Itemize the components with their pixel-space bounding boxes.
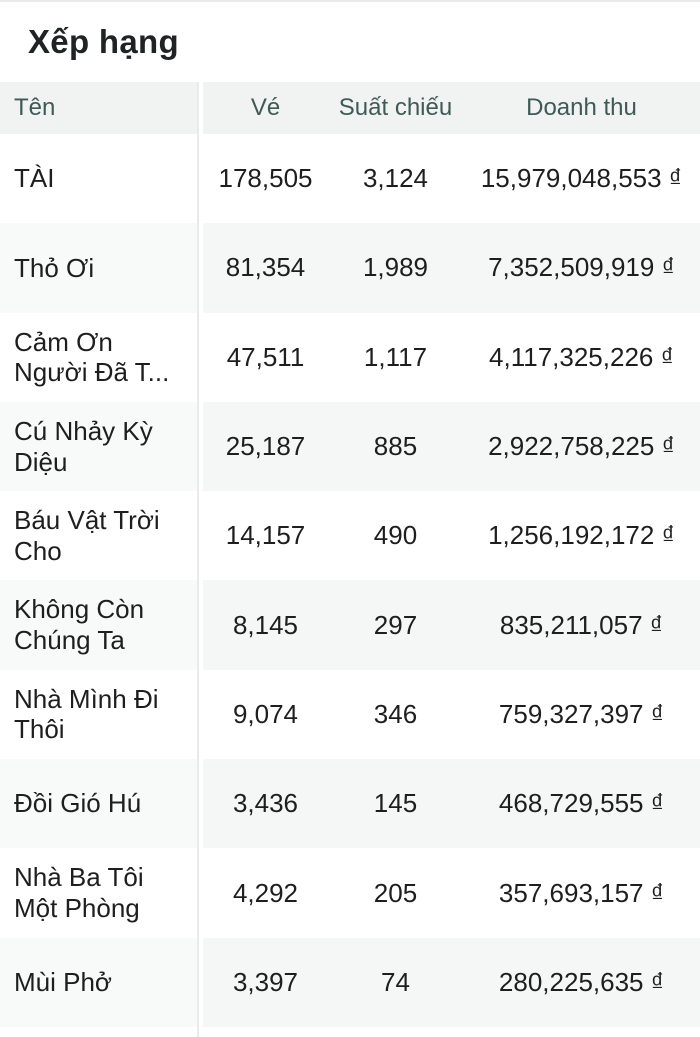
revenue-value: 1,256,192,172 ₫ bbox=[488, 520, 675, 551]
row-right-group: 8,145 297 835,211,057 ₫ bbox=[203, 580, 700, 670]
revenue-value: 835,211,057 ₫ bbox=[499, 609, 664, 640]
column-header-screenings: Suất chiếu bbox=[328, 82, 463, 134]
revenue-value: 280,225,635 ₫ bbox=[498, 966, 665, 997]
row-right-group: 3,397 74 280,225,635 ₫ bbox=[203, 937, 700, 1027]
table-body: TÀI 178,505 3,124 15,979,048,553 ₫ Thỏ Ơ… bbox=[0, 134, 700, 1027]
row-right-group: 3,436 145 468,729,555 ₫ bbox=[203, 759, 700, 849]
ranking-table: Tên Vé Suất chiếu Doanh thu TÀI 178,505 … bbox=[0, 82, 700, 1037]
tickets-value: 8,145 bbox=[232, 609, 299, 640]
screenings-value: 145 bbox=[373, 788, 418, 819]
screenings-value: 1,117 bbox=[363, 341, 428, 372]
movie-name: Không Còn Chúng Ta bbox=[0, 580, 197, 670]
movie-name: Cảm Ơn Người Đã T... bbox=[0, 312, 197, 402]
row-right-group: 81,354 1,989 7,352,509,919 ₫ bbox=[203, 223, 700, 313]
screenings-value: 297 bbox=[373, 609, 418, 640]
page-title: Xếp hạng bbox=[28, 23, 179, 60]
movie-name: Mùi Phở bbox=[0, 937, 197, 1027]
tickets-value: 178,505 bbox=[218, 163, 313, 194]
screenings-value: 74 bbox=[381, 966, 410, 997]
revenue-value: 15,979,048,553 ₫ bbox=[480, 163, 683, 194]
table-row[interactable]: Thỏ Ơi 81,354 1,989 7,352,509,919 ₫ bbox=[0, 223, 700, 313]
table-row[interactable]: Không Còn Chúng Ta 8,145 297 835,211,057… bbox=[0, 580, 700, 670]
table-row[interactable]: Cú Nhảy Kỳ Diệu 25,187 885 2,922,758,225… bbox=[0, 401, 700, 492]
row-right-group: 178,505 3,124 15,979,048,553 ₫ bbox=[203, 134, 700, 224]
screenings-value: 3,124 bbox=[362, 163, 429, 194]
table-row[interactable]: TÀI 178,505 3,124 15,979,048,553 ₫ bbox=[0, 134, 700, 224]
row-right-group: 47,511 1,117 4,117,325,226 ₫ bbox=[203, 312, 700, 402]
table-row[interactable]: Nhà Mình Đi Thôi 9,074 346 759,327,397 ₫ bbox=[0, 669, 700, 760]
screenings-value: 885 bbox=[373, 431, 418, 462]
tickets-value: 81,354 bbox=[225, 252, 306, 283]
movie-name: Báu Vật Trời Cho bbox=[0, 491, 197, 581]
table-row[interactable]: Cảm Ơn Người Đã T... 47,511 1,117 4,117,… bbox=[0, 312, 700, 402]
column-header-revenue: Doanh thu bbox=[463, 82, 700, 134]
table-row[interactable]: Nhà Ba Tôi Một Phòng 4,292 205 357,693,1… bbox=[0, 848, 700, 938]
screenings-value: 1,989 bbox=[362, 252, 429, 283]
movie-name: Thỏ Ơi bbox=[0, 223, 197, 313]
title-bar: Xếp hạng bbox=[0, 2, 700, 82]
tickets-value: 47,511 bbox=[226, 341, 305, 372]
movie-name: Đồi Gió Hú bbox=[0, 759, 197, 849]
tickets-value: 25,187 bbox=[225, 431, 306, 462]
screenings-value: 205 bbox=[373, 877, 418, 908]
tickets-value: 14,157 bbox=[225, 520, 306, 551]
row-right-group: 14,157 490 1,256,192,172 ₫ bbox=[203, 491, 700, 581]
tickets-value: 3,436 bbox=[232, 788, 299, 819]
revenue-value: 2,922,758,225 ₫ bbox=[488, 431, 675, 462]
revenue-value: 468,729,555 ₫ bbox=[498, 788, 665, 819]
table-row[interactable]: Mùi Phở 3,397 74 280,225,635 ₫ bbox=[0, 937, 700, 1027]
revenue-value: 4,117,325,226 ₫ bbox=[489, 341, 674, 372]
tickets-value: 4,292 bbox=[232, 877, 299, 908]
column-header-tickets: Vé bbox=[203, 82, 328, 134]
screenings-value: 346 bbox=[373, 698, 418, 729]
movie-name: Nhà Mình Đi Thôi bbox=[0, 669, 197, 760]
revenue-value: 759,327,397 ₫ bbox=[498, 698, 665, 729]
screenings-value: 490 bbox=[373, 520, 418, 551]
movie-name: Cú Nhảy Kỳ Diệu bbox=[0, 401, 197, 492]
row-right-group: 4,292 205 357,693,157 ₫ bbox=[203, 848, 700, 938]
column-header-name: Tên bbox=[0, 82, 197, 134]
table-row[interactable]: Đồi Gió Hú 3,436 145 468,729,555 ₫ bbox=[0, 759, 700, 849]
row-right-group: 25,187 885 2,922,758,225 ₫ bbox=[203, 401, 700, 492]
revenue-value: 7,352,509,919 ₫ bbox=[488, 252, 675, 283]
row-right-group: 9,074 346 759,327,397 ₫ bbox=[203, 669, 700, 760]
movie-name: Nhà Ba Tôi Một Phòng bbox=[0, 848, 197, 938]
revenue-value: 357,693,157 ₫ bbox=[498, 877, 665, 908]
table-row[interactable]: Báu Vật Trời Cho 14,157 490 1,256,192,17… bbox=[0, 491, 700, 581]
table-header-row: Tên Vé Suất chiếu Doanh thu bbox=[0, 82, 700, 134]
movie-name: TÀI bbox=[0, 134, 197, 224]
tickets-value: 9,074 bbox=[232, 698, 299, 729]
column-divider bbox=[197, 82, 199, 1037]
tickets-value: 3,397 bbox=[232, 966, 299, 997]
header-right-group: Vé Suất chiếu Doanh thu bbox=[203, 82, 700, 134]
